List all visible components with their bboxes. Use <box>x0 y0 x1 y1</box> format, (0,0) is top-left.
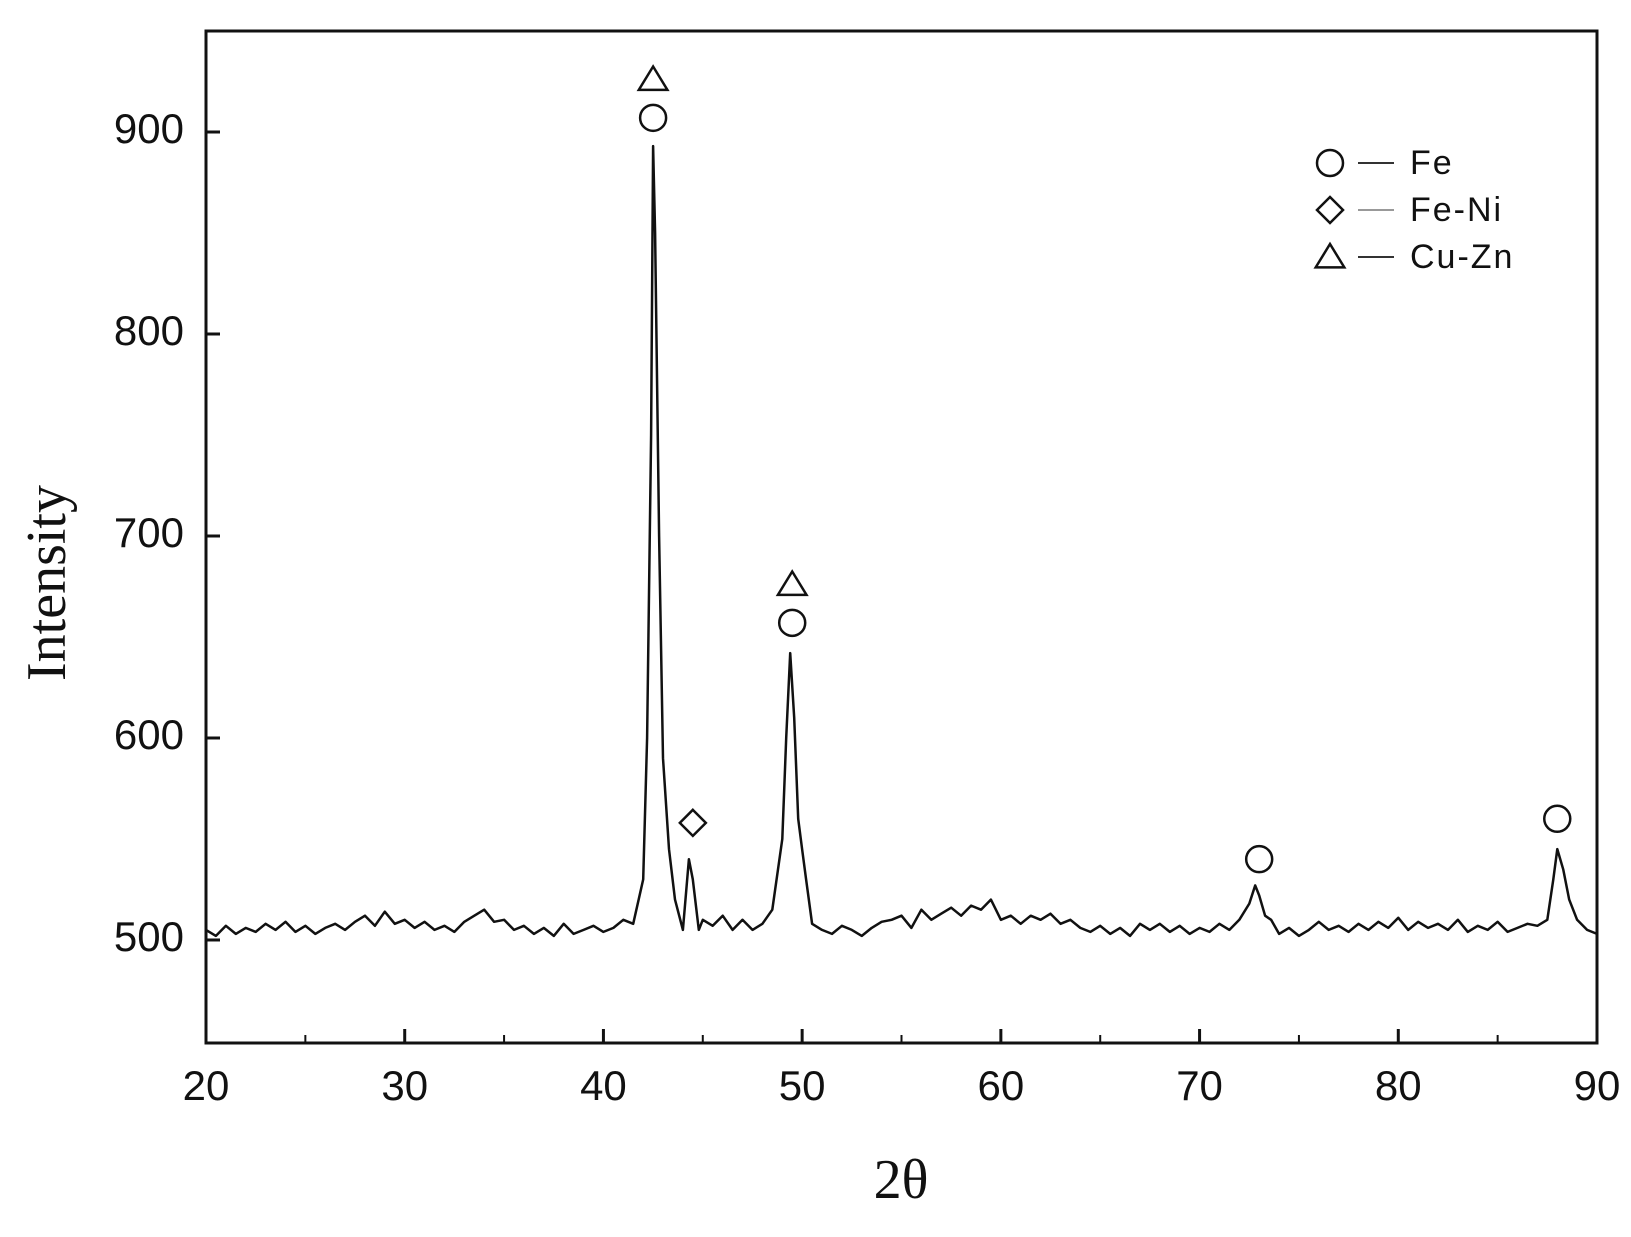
plot-frame <box>204 29 1599 1045</box>
legend-symbol <box>1315 195 1345 225</box>
x-axis-title: 2θ <box>874 1149 929 1211</box>
x-tick-label: 90 <box>1574 1062 1621 1109</box>
legend-symbol <box>1315 148 1345 178</box>
phase-marker <box>777 608 807 638</box>
legend-label: Fe <box>1410 144 1454 182</box>
legend-symbol <box>1313 241 1347 269</box>
phase-marker <box>1543 804 1572 834</box>
y-tick-label: 800 <box>114 307 184 354</box>
y-axis-title: Intensity <box>16 485 78 681</box>
x-tick-label: 80 <box>1375 1062 1422 1109</box>
phase-marker <box>636 64 670 92</box>
x-tick-label: 60 <box>977 1062 1024 1109</box>
y-tick-label: 700 <box>114 509 184 556</box>
y-tick-label: 600 <box>114 711 184 758</box>
legend-label: Cu-Zn <box>1410 238 1514 276</box>
phase-marker <box>638 103 668 133</box>
x-tick-label: 50 <box>779 1062 826 1109</box>
legend-label: Fe-Ni <box>1410 191 1503 229</box>
y-tick-label: 500 <box>114 913 184 960</box>
x-tick-label: 70 <box>1176 1062 1223 1109</box>
phase-marker <box>678 808 708 838</box>
phase-marker <box>1244 844 1274 874</box>
phase-marker <box>775 569 809 597</box>
x-tick-label: 40 <box>580 1062 627 1109</box>
x-tick-label: 20 <box>183 1062 230 1109</box>
x-tick-label: 30 <box>381 1062 428 1109</box>
xrd-line <box>205 144 1598 938</box>
y-tick-label: 900 <box>114 105 184 152</box>
